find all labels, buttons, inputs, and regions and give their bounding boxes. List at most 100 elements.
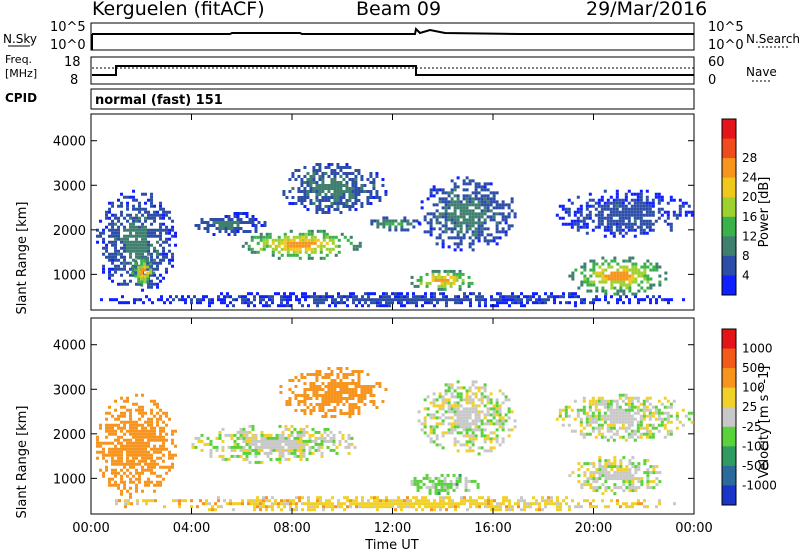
echo-cell xyxy=(495,224,499,228)
echo-cell xyxy=(241,298,244,302)
echo-cell xyxy=(144,207,148,211)
echo-cell xyxy=(645,219,649,223)
echo-cell xyxy=(462,215,466,219)
echo-cell xyxy=(435,398,439,402)
echo-cell xyxy=(448,502,451,506)
echo-cell xyxy=(266,454,270,458)
echo-cell xyxy=(150,273,154,277)
echo-cell xyxy=(143,262,147,266)
echo-cell xyxy=(138,444,142,448)
echo-cell xyxy=(315,169,319,172)
echo-cell xyxy=(129,426,133,430)
echo-cell xyxy=(652,268,656,272)
echo-cell xyxy=(492,191,496,195)
echo-cell xyxy=(591,414,595,418)
echo-cell xyxy=(468,446,472,450)
echo-cell xyxy=(364,298,367,302)
colorbar-tick-label: 500 xyxy=(742,361,765,375)
echo-cell xyxy=(661,298,664,302)
echo-cell xyxy=(449,479,453,483)
echo-cell xyxy=(618,420,622,424)
echo-cell xyxy=(477,230,481,234)
echo-cell xyxy=(601,274,605,278)
echo-cell xyxy=(624,426,628,430)
echo-cell xyxy=(318,370,322,373)
echo-cell xyxy=(132,480,136,484)
echo-cell xyxy=(478,304,481,308)
echo-cell xyxy=(415,499,418,503)
echo-cell xyxy=(286,253,290,257)
echo-cell xyxy=(438,395,442,399)
echo-cell xyxy=(318,193,322,196)
echo-cell xyxy=(245,439,249,443)
echo-cell xyxy=(633,429,637,433)
echo-cell xyxy=(324,172,328,175)
echo-cell xyxy=(457,502,460,506)
echo-cell xyxy=(618,393,622,397)
echo-cell xyxy=(236,224,240,227)
echo-cell xyxy=(248,230,252,233)
echo-cell xyxy=(307,508,310,512)
echo-cell xyxy=(156,450,160,454)
echo-cell xyxy=(658,499,661,503)
echo-cell xyxy=(480,221,484,225)
echo-cell xyxy=(345,184,349,187)
echo-cell xyxy=(472,499,475,503)
echo-cell xyxy=(507,212,511,216)
echo-cell xyxy=(360,202,364,205)
echo-cell xyxy=(319,250,323,254)
echo-cell xyxy=(129,453,133,457)
echo-cell xyxy=(165,471,169,475)
echo-cell xyxy=(339,400,343,403)
echo-cell xyxy=(168,237,172,241)
echo-cell xyxy=(265,241,269,245)
echo-cell xyxy=(441,197,445,201)
echo-cell xyxy=(292,250,296,254)
echo-cell xyxy=(357,400,361,403)
echo-cell xyxy=(477,227,481,231)
echo-cell xyxy=(627,402,631,406)
echo-cell xyxy=(648,219,652,223)
echo-cell xyxy=(165,225,169,229)
echo-cell xyxy=(141,249,145,253)
echo-cell xyxy=(456,386,460,390)
echo-cell xyxy=(333,184,337,187)
echo-cell xyxy=(456,440,460,444)
echo-cell xyxy=(441,431,445,435)
echo-cell xyxy=(612,201,616,205)
echo-cell xyxy=(150,480,154,484)
echo-cell xyxy=(477,419,481,423)
echo-cell xyxy=(643,271,647,275)
echo-cell xyxy=(429,194,433,198)
echo-cell xyxy=(619,462,623,466)
echo-cell xyxy=(660,207,664,211)
echo-cell xyxy=(416,488,420,492)
echo-cell xyxy=(141,288,145,292)
echo-cell xyxy=(637,502,640,506)
echo-cell xyxy=(144,243,148,247)
echo-cell xyxy=(265,496,268,500)
echo-cell xyxy=(457,505,460,509)
echo-cell xyxy=(511,292,514,296)
echo-cell xyxy=(327,205,331,208)
echo-cell xyxy=(600,417,604,421)
echo-cell xyxy=(619,477,623,481)
echo-cell xyxy=(123,261,127,265)
echo-cell xyxy=(126,207,130,211)
echo-cell xyxy=(654,405,658,409)
echo-cell xyxy=(132,249,136,253)
echo-cell xyxy=(324,391,328,394)
echo-cell xyxy=(643,459,647,463)
echo-cell xyxy=(288,388,292,391)
echo-cell xyxy=(153,228,157,232)
echo-cell xyxy=(309,187,313,190)
echo-cell xyxy=(153,459,157,463)
echo-cell xyxy=(345,202,349,205)
echo-cell xyxy=(642,219,646,223)
echo-cell xyxy=(126,468,130,472)
echo-cell xyxy=(443,278,447,282)
echo-cell xyxy=(230,230,234,233)
echo-cell xyxy=(132,234,136,238)
echo-cell xyxy=(105,441,109,445)
echo-cell xyxy=(141,207,145,211)
